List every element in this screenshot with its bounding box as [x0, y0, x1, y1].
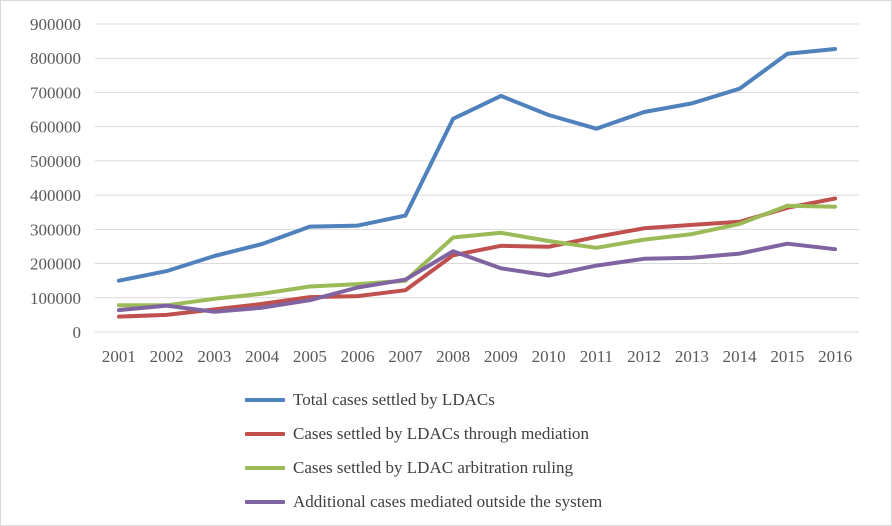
legend-item: Additional cases mediated outside the sy… [245, 485, 805, 519]
legend-label: Additional cases mediated outside the sy… [293, 492, 603, 511]
x-tick-label: 2009 [484, 347, 518, 366]
y-tick-label: 500000 [30, 152, 81, 171]
y-tick-label: 600000 [30, 118, 81, 137]
x-tick-label: 2011 [580, 347, 613, 366]
y-tick-label: 400000 [30, 186, 81, 205]
x-tick-label: 2001 [102, 347, 136, 366]
legend-swatch [245, 466, 285, 470]
x-tick-label: 2003 [197, 347, 231, 366]
series-line [116, 47, 838, 283]
series-line [116, 196, 838, 319]
legend-item: Total cases settled by LDACs [245, 383, 805, 417]
y-tick-label: 900000 [30, 15, 81, 34]
legend-swatch [245, 398, 285, 402]
x-tick-label: 2015 [770, 347, 804, 366]
x-tick-label: 2008 [436, 347, 470, 366]
y-tick-label: 200000 [30, 255, 81, 274]
series-line [116, 203, 838, 308]
x-tick-label: 2004 [245, 347, 280, 366]
series-line [116, 241, 838, 314]
y-tick-label: 700000 [30, 83, 81, 102]
legend-swatch [245, 432, 285, 436]
x-tick-label: 2010 [532, 347, 566, 366]
legend-item: Cases settled by LDAC arbitration ruling [245, 451, 805, 485]
legend-label: Cases settled by LDAC arbitration ruling [293, 458, 573, 477]
legend: Total cases settled by LDACs Cases settle… [245, 383, 805, 519]
x-tick-label: 2002 [150, 347, 184, 366]
x-tick-label: 2014 [723, 347, 758, 366]
y-tick-label: 0 [73, 323, 82, 342]
x-tick-label: 2016 [818, 347, 852, 366]
x-tick-label: 2012 [627, 347, 661, 366]
x-tick-label: 2013 [675, 347, 709, 366]
y-tick-label: 800000 [30, 49, 81, 68]
legend-swatch [245, 500, 285, 504]
y-tick-label: 100000 [30, 289, 81, 308]
x-tick-label: 2007 [388, 347, 423, 366]
legend-label: Total cases settled by LDACs [293, 390, 495, 409]
legend-label: Cases settled by LDACs through mediation [293, 424, 590, 443]
x-tick-label: 2005 [293, 347, 327, 366]
line-chart: 0 100000 200000 300000 400000 500000 600000 700… [30, 15, 859, 366]
x-tick-label: 2006 [341, 347, 375, 366]
y-tick-label: 300000 [30, 220, 81, 239]
legend-item: Cases settled by LDACs through mediation [245, 417, 805, 451]
